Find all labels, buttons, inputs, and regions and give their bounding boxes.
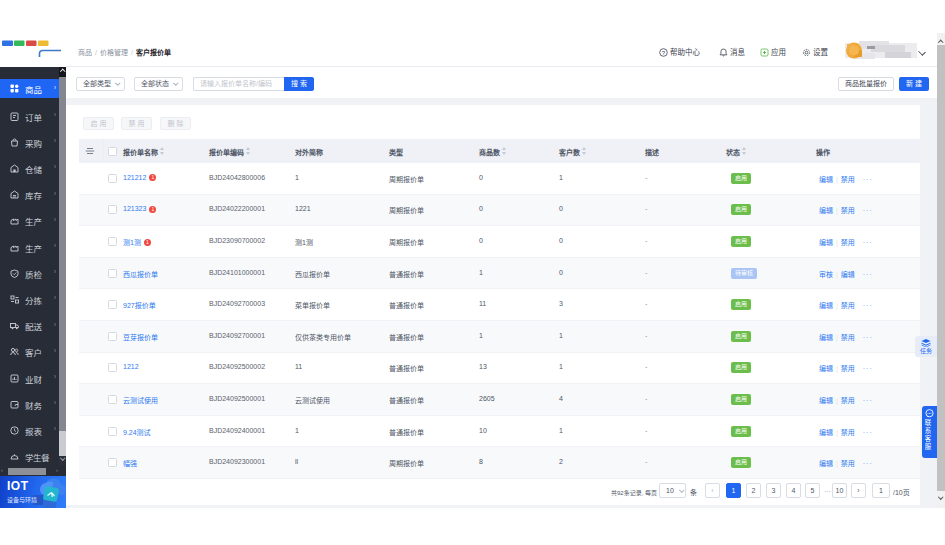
svg-text:?: ? <box>662 49 666 55</box>
